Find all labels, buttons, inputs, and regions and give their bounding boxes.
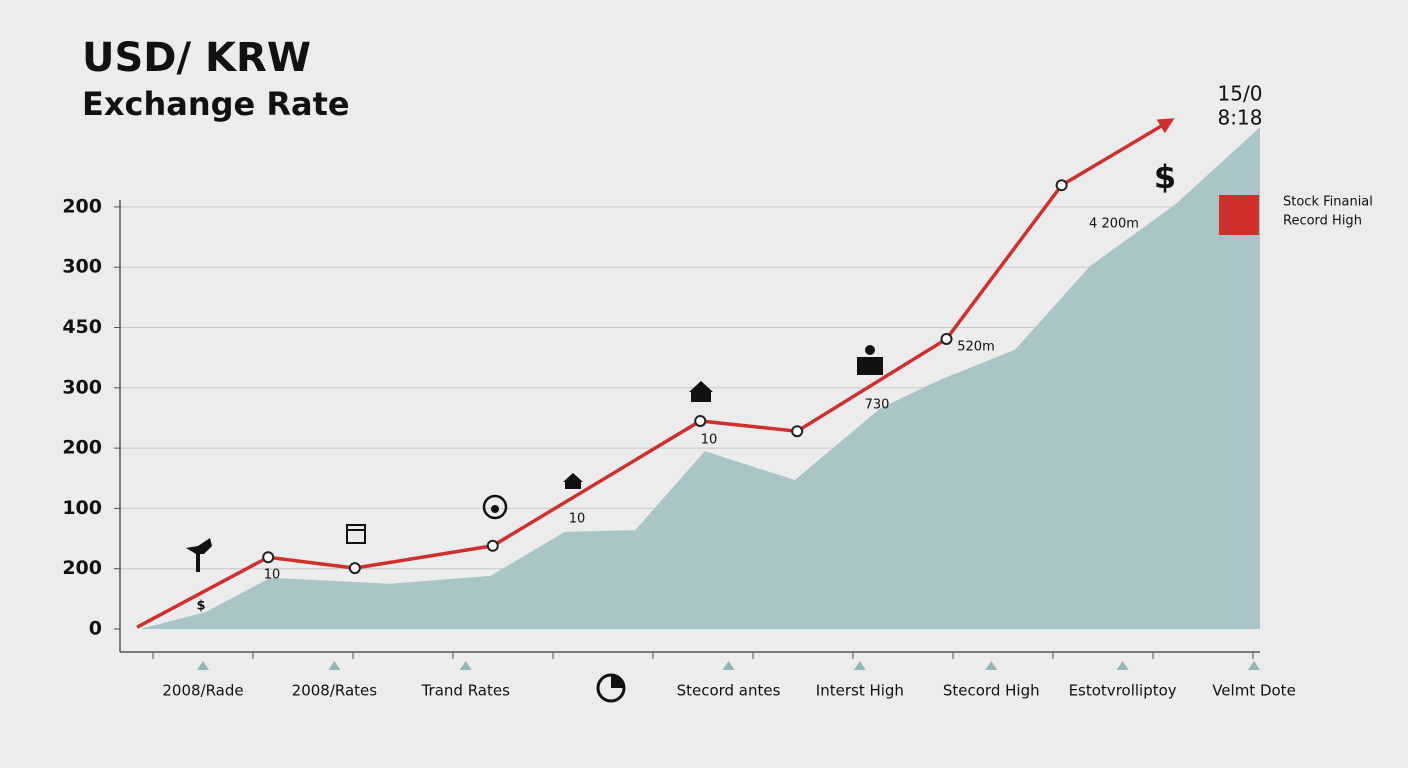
x-tick-label: Estotvrolliptoy xyxy=(1069,682,1177,700)
icon xyxy=(857,357,883,375)
chart-title: USD/ KRW xyxy=(82,35,311,81)
y-tick-label: 200 xyxy=(62,195,102,217)
x-tick-label: Interst High xyxy=(816,682,904,700)
icon xyxy=(491,505,499,513)
icon xyxy=(865,345,875,355)
annotation: 520m xyxy=(957,340,994,355)
y-tick-label: 300 xyxy=(62,256,102,278)
icons xyxy=(186,345,883,703)
area xyxy=(139,127,1261,629)
x-tick-marker xyxy=(1248,661,1260,670)
point xyxy=(1055,179,1068,192)
x-tick-marker xyxy=(328,661,341,670)
icon xyxy=(563,473,583,489)
x-tick-marker xyxy=(722,661,735,670)
icon xyxy=(186,538,212,572)
x-tick-marker xyxy=(853,661,866,670)
y-tick-label: 200 xyxy=(62,557,102,579)
x-tick-label: Velmt Dote xyxy=(1212,682,1296,700)
x-tick-marker xyxy=(197,661,209,670)
y-tick-label: 450 xyxy=(62,316,102,338)
legend-label: Stock Finanial xyxy=(1283,195,1373,210)
annotation: 730 xyxy=(865,398,890,413)
annotation: 10 xyxy=(701,433,718,448)
icon xyxy=(611,675,624,688)
legend-swatch xyxy=(1219,195,1259,235)
point xyxy=(486,539,499,552)
x-tick-label: 2008/Rates xyxy=(292,682,378,700)
icon xyxy=(689,381,713,402)
annotation: 8:18 xyxy=(1218,106,1263,130)
point xyxy=(348,562,361,575)
x-tick-label: Stecord High xyxy=(943,682,1040,700)
x-tick-label: Stecord antes xyxy=(677,682,781,700)
point xyxy=(940,332,953,345)
y-tick-label: 0 xyxy=(89,618,102,640)
y-tick-label: 200 xyxy=(62,437,102,459)
legend-label: Record High xyxy=(1283,214,1362,229)
x-tick-marker xyxy=(985,661,998,670)
icon xyxy=(346,524,366,544)
annotation: 15/0 xyxy=(1218,82,1263,106)
plot: 0 200 100 200 300 450 300 200 2008/Rade 2008/Rate… xyxy=(62,118,1296,700)
y-tick-label: 100 xyxy=(62,497,102,519)
point xyxy=(791,425,804,438)
x-tick-marker xyxy=(459,661,472,670)
annotation: 10 xyxy=(264,568,281,583)
annotation: 4 200m xyxy=(1089,217,1139,232)
x-tick-marker xyxy=(1116,661,1129,670)
annotation: 10 xyxy=(569,512,586,527)
x-tick-label: 2008/Rade xyxy=(162,682,243,700)
arrow-head xyxy=(1156,118,1175,134)
x-tick-label: Trand Rates xyxy=(421,682,511,700)
icon xyxy=(482,494,508,520)
y-tick-label: 300 xyxy=(62,376,102,398)
annotation: $ xyxy=(196,599,205,614)
annotation: $ xyxy=(1154,158,1176,196)
point xyxy=(694,414,707,427)
chart-subtitle: Exchange Rate xyxy=(82,85,350,123)
point xyxy=(262,551,275,564)
